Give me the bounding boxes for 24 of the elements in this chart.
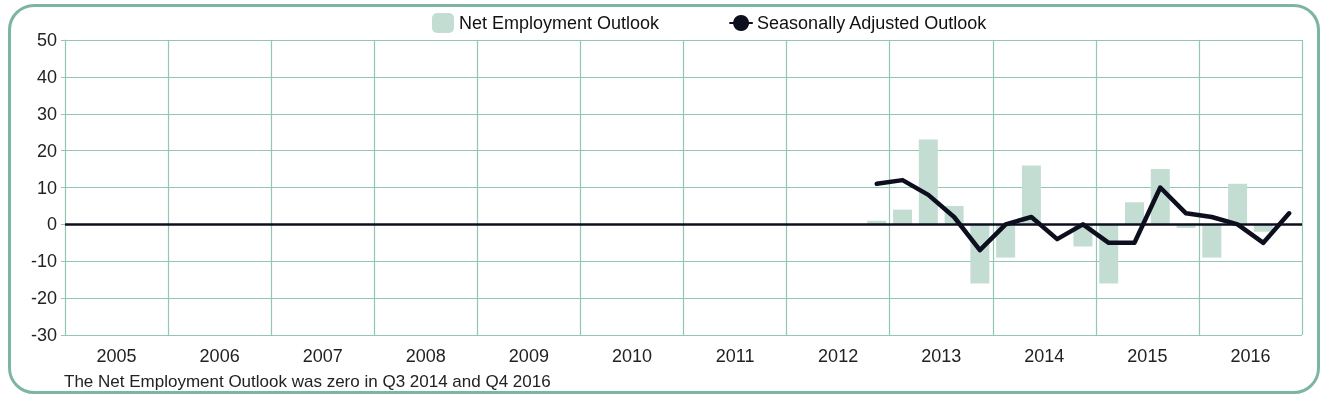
x-tick-label: 2006 — [199, 346, 240, 366]
legend-label: Seasonally Adjusted Outlook — [757, 13, 988, 33]
x-tick-label: 2015 — [1127, 346, 1168, 366]
x-tick-label: 2009 — [508, 346, 549, 366]
text: The Net Employment Outlook was zero in Q3 2014 and Q4 2016 — [64, 372, 551, 392]
y-tick-label: -10 — [30, 251, 57, 272]
x-tick-label: 2013 — [921, 346, 962, 366]
x-tick-label: 2005 — [96, 346, 137, 366]
x-tick-label: 2014 — [1024, 346, 1065, 366]
x-tick-label: 2016 — [1230, 346, 1271, 366]
y-tick-label: 50 — [36, 30, 57, 50]
y-tick-label: 40 — [36, 66, 57, 87]
x-tick-label: 2012 — [818, 346, 859, 366]
legend-label: Net Employment Outlook — [459, 13, 661, 33]
x-tick-label: 2011 — [715, 346, 755, 366]
x-tick-label: 2008 — [405, 346, 446, 366]
y-tick-label: 10 — [36, 177, 57, 198]
y-tick-label: -20 — [30, 288, 57, 309]
y-tick-label: -30 — [30, 325, 57, 345]
x-tick-label: 2007 — [302, 346, 343, 366]
y-tick-label: 20 — [36, 140, 57, 161]
y-tick-label: 30 — [36, 103, 57, 124]
x-tick-label: 2010 — [611, 346, 652, 366]
y-tick-label: 0 — [46, 214, 57, 235]
